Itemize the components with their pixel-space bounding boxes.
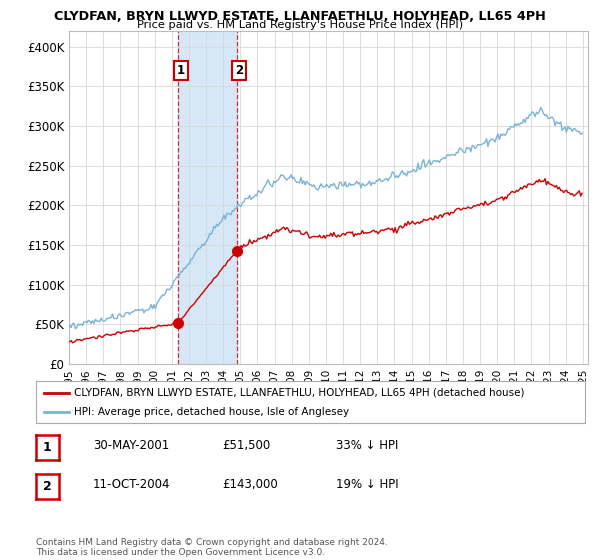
Text: HPI: Average price, detached house, Isle of Anglesey: HPI: Average price, detached house, Isle…	[74, 407, 350, 417]
Bar	[178, 31, 236, 364]
Text: 2: 2	[43, 480, 52, 493]
Text: 19% ↓ HPI: 19% ↓ HPI	[336, 478, 398, 492]
Text: Price paid vs. HM Land Registry's House Price Index (HPI): Price paid vs. HM Land Registry's House …	[137, 20, 463, 30]
Text: 33% ↓ HPI: 33% ↓ HPI	[336, 439, 398, 452]
Text: CLYDFAN, BRYN LLWYD ESTATE, LLANFAETHLU, HOLYHEAD, LL65 4PH (detached house): CLYDFAN, BRYN LLWYD ESTATE, LLANFAETHLU,…	[74, 388, 525, 398]
Text: 1: 1	[43, 441, 52, 454]
Text: 11-OCT-2004: 11-OCT-2004	[93, 478, 170, 492]
Text: CLYDFAN, BRYN LLWYD ESTATE, LLANFAETHLU, HOLYHEAD, LL65 4PH: CLYDFAN, BRYN LLWYD ESTATE, LLANFAETHLU,…	[54, 10, 546, 23]
Text: 2: 2	[235, 64, 244, 77]
Text: £51,500: £51,500	[222, 439, 270, 452]
Text: £143,000: £143,000	[222, 478, 278, 492]
Text: 1: 1	[176, 64, 185, 77]
Text: 30-MAY-2001: 30-MAY-2001	[93, 439, 169, 452]
Text: Contains HM Land Registry data © Crown copyright and database right 2024.
This d: Contains HM Land Registry data © Crown c…	[36, 538, 388, 557]
